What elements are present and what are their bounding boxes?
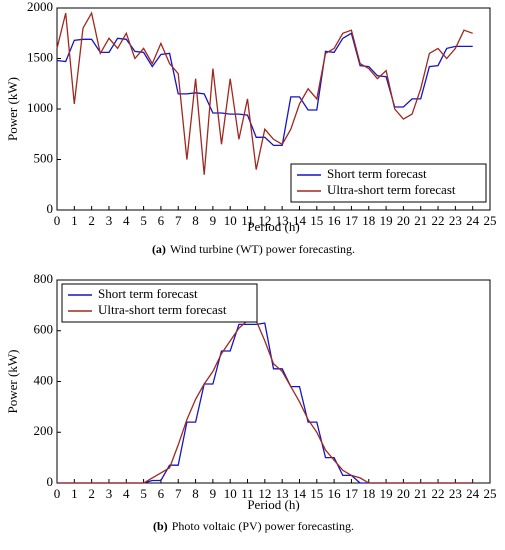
x-tick-label: 18 bbox=[362, 213, 375, 228]
x-tick-label: 10 bbox=[224, 486, 237, 501]
x-tick-label: 12 bbox=[258, 486, 271, 501]
x-tick-label: 9 bbox=[210, 213, 217, 228]
caption-label: (a) bbox=[152, 242, 166, 256]
x-tick-label: 20 bbox=[397, 486, 410, 501]
y-tick-label: 1000 bbox=[27, 100, 53, 115]
x-tick-label: 8 bbox=[192, 213, 199, 228]
x-tick-label: 16 bbox=[328, 213, 342, 228]
x-tick-label: 21 bbox=[414, 486, 427, 501]
x-tick-label: 10 bbox=[224, 213, 237, 228]
x-tick-label: 24 bbox=[466, 213, 480, 228]
x-tick-label: 25 bbox=[484, 486, 497, 501]
x-tick-label: 1 bbox=[71, 213, 78, 228]
x-tick-label: 7 bbox=[175, 486, 182, 501]
x-tick-label: 6 bbox=[158, 486, 165, 501]
x-tick-label: 5 bbox=[140, 213, 147, 228]
legend-label: Short term forecast bbox=[98, 286, 198, 301]
x-tick-label: 22 bbox=[432, 213, 445, 228]
x-tick-label: 24 bbox=[466, 486, 480, 501]
x-tick-label: 15 bbox=[310, 213, 323, 228]
x-tick-label: 20 bbox=[397, 213, 410, 228]
series-line bbox=[57, 322, 473, 484]
x-tick-label: 13 bbox=[276, 213, 289, 228]
x-tick-label: 11 bbox=[241, 486, 254, 501]
x-tick-label: 12 bbox=[258, 213, 271, 228]
x-tick-label: 21 bbox=[414, 213, 427, 228]
x-tick-label: 23 bbox=[449, 486, 462, 501]
x-tick-label: 19 bbox=[380, 213, 393, 228]
caption-label: (b) bbox=[153, 519, 168, 533]
x-tick-label: 4 bbox=[123, 486, 130, 501]
x-tick-label: 13 bbox=[276, 486, 289, 501]
x-tick-label: 2 bbox=[88, 486, 95, 501]
y-tick-label: 2000 bbox=[27, 0, 53, 14]
x-tick-label: 9 bbox=[210, 486, 217, 501]
x-tick-label: 22 bbox=[432, 486, 445, 501]
x-tick-label: 17 bbox=[345, 486, 359, 501]
x-tick-label: 3 bbox=[106, 213, 113, 228]
x-tick-label: 0 bbox=[54, 213, 61, 228]
caption-text: Photo voltaic (PV) power forecasting. bbox=[172, 519, 354, 533]
x-tick-label: 6 bbox=[158, 213, 165, 228]
caption-text: Wind turbine (WT) power forecasting. bbox=[170, 242, 355, 256]
legend-label: Short term forecast bbox=[327, 166, 427, 181]
x-tick-label: 2 bbox=[88, 213, 95, 228]
x-tick-label: 23 bbox=[449, 213, 462, 228]
x-tick-label: 18 bbox=[362, 486, 375, 501]
x-tick-label: 0 bbox=[54, 486, 61, 501]
y-tick-label: 600 bbox=[34, 322, 54, 337]
y-tick-label: 1500 bbox=[27, 49, 53, 64]
x-tick-label: 8 bbox=[192, 486, 199, 501]
y-tick-label: 800 bbox=[34, 271, 54, 286]
series-line bbox=[56, 11, 473, 175]
y-tick-label: 400 bbox=[34, 372, 54, 387]
x-tick-label: 7 bbox=[175, 213, 182, 228]
y-axis-label: Power (kW) bbox=[5, 77, 20, 141]
x-tick-label: 5 bbox=[140, 486, 147, 501]
legend-label: Ultra-short term forecast bbox=[327, 182, 456, 197]
x-tick-label: 1 bbox=[71, 486, 78, 501]
x-axis-label: Period (h) bbox=[247, 219, 299, 234]
legend-box bbox=[61, 283, 258, 323]
x-tick-label: 4 bbox=[123, 213, 130, 228]
x-tick-label: 15 bbox=[310, 486, 323, 501]
legend-label: Ultra-short term forecast bbox=[98, 302, 227, 317]
legend-box bbox=[290, 163, 487, 203]
caption: (a) Wind turbine (WT) power forecasting. bbox=[152, 242, 355, 256]
x-tick-label: 25 bbox=[484, 213, 497, 228]
x-tick-label: 11 bbox=[241, 213, 254, 228]
x-axis-label: Period (h) bbox=[247, 497, 299, 512]
series-line bbox=[57, 319, 473, 484]
x-tick-label: 16 bbox=[328, 486, 342, 501]
y-axis-label: Power (kW) bbox=[5, 350, 20, 414]
x-tick-label: 14 bbox=[293, 213, 307, 228]
caption: (b) Photo voltaic (PV) power forecasting. bbox=[153, 519, 354, 533]
y-tick-label: 200 bbox=[34, 423, 54, 438]
y-tick-label: 500 bbox=[34, 150, 54, 165]
y-tick-label: 0 bbox=[47, 201, 54, 216]
x-tick-label: 14 bbox=[293, 486, 307, 501]
x-tick-label: 3 bbox=[106, 486, 113, 501]
x-tick-label: 19 bbox=[380, 486, 393, 501]
x-tick-label: 17 bbox=[345, 213, 359, 228]
series-line bbox=[56, 32, 473, 147]
y-tick-label: 0 bbox=[47, 474, 54, 489]
